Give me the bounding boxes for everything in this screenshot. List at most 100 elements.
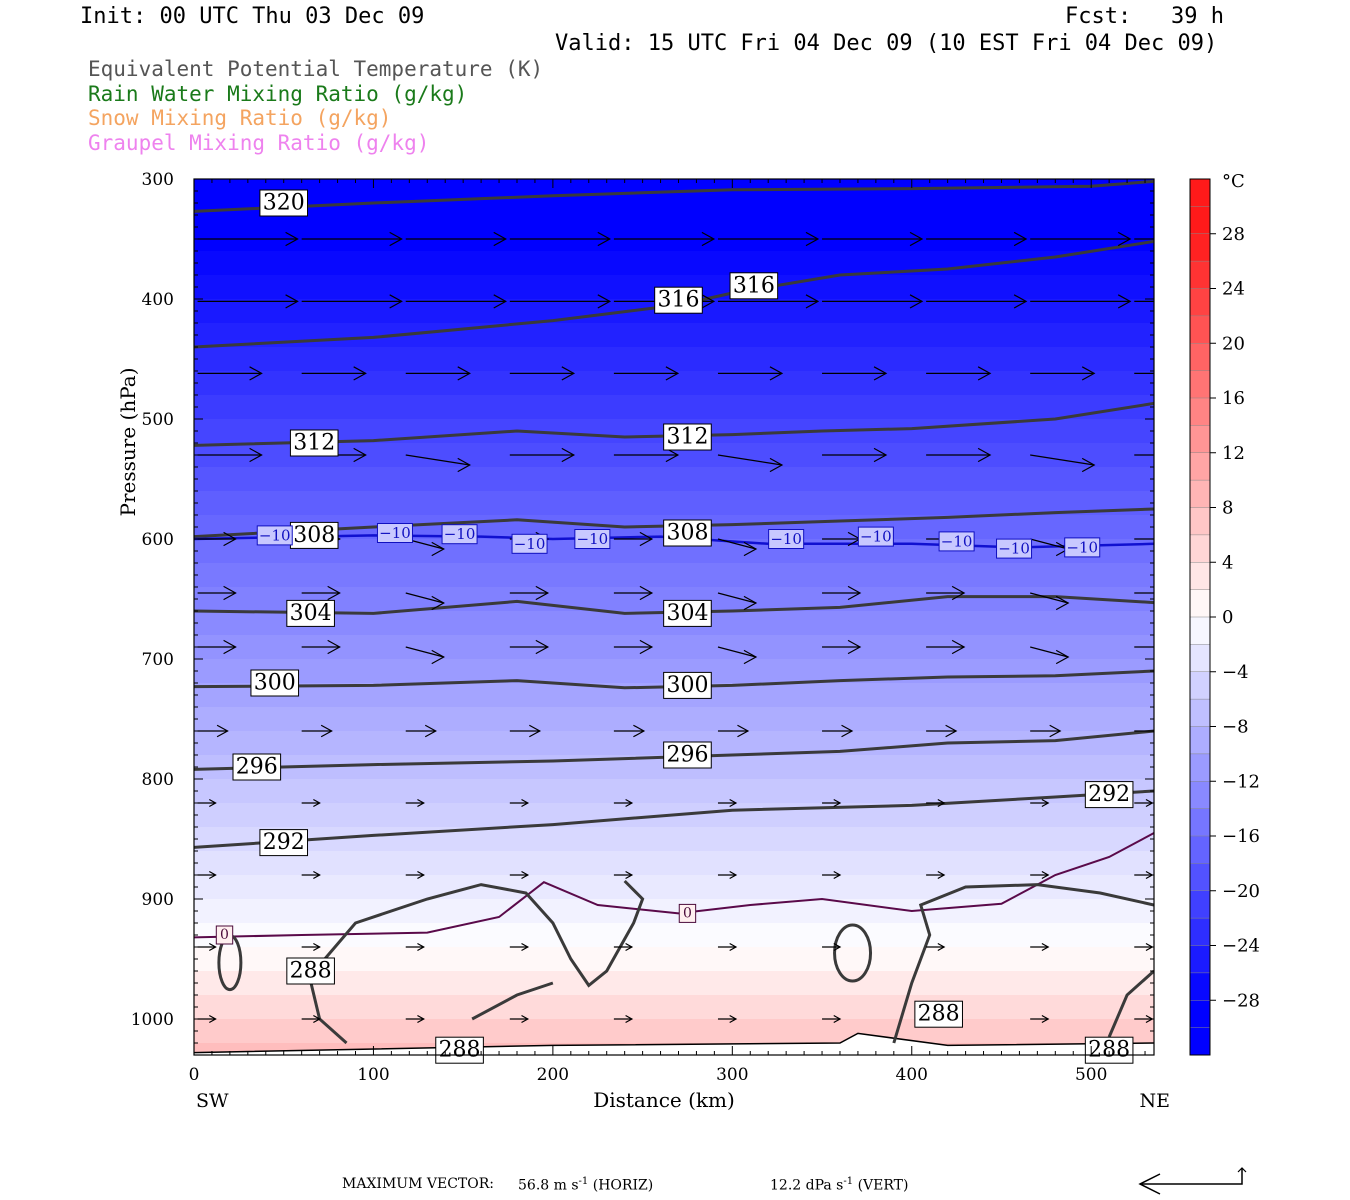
wind-vector [613, 231, 716, 247]
wind-vector [405, 454, 471, 473]
wind-vector [405, 366, 471, 381]
y-tick-label: 600 [142, 530, 174, 550]
temperature-band [194, 947, 1154, 972]
wind-vector [717, 592, 758, 611]
wind-vector [301, 585, 341, 601]
x-tick-label: 500 [1075, 1065, 1107, 1085]
wind-vector [197, 231, 299, 247]
svg-text:0: 0 [683, 905, 692, 921]
wind-vector [301, 1015, 321, 1023]
svg-text:−10: −10 [444, 525, 476, 543]
colorbar-segment [1190, 261, 1210, 289]
svg-text:288: 288 [290, 959, 332, 984]
svg-text:−10: −10 [770, 530, 802, 548]
colorbar-tick-label: 24 [1222, 279, 1245, 300]
wind-vector [717, 231, 820, 247]
colorbar-segment [1190, 507, 1210, 536]
legend-graupel: Graupel Mixing Ratio (g/kg) [88, 131, 430, 155]
wind-vector [301, 294, 403, 309]
theta-e-contour-308 [194, 507, 1154, 539]
wind-vector [613, 447, 680, 463]
colorbar-tick-label: −24 [1222, 936, 1260, 957]
wind-vector [1030, 294, 1132, 309]
colorbar-segment [1190, 452, 1210, 481]
wind-vector [509, 231, 612, 247]
wind-vector [1134, 454, 1154, 456]
colorbar-segment [1190, 918, 1210, 946]
wind-vector [509, 366, 576, 381]
wind-vector [405, 231, 507, 247]
wind-vector [197, 294, 299, 309]
wind-vector [301, 231, 403, 247]
terrain-mask [194, 1033, 1154, 1055]
wind-vector [613, 639, 654, 655]
max-vector-horiz: 56.8 m s-1 (HORIZ) [518, 1176, 654, 1194]
svg-text:316: 316 [657, 288, 699, 313]
wind-vector [926, 585, 966, 601]
theta-e-label: 288 [286, 957, 335, 985]
theta-e-label: 288 [435, 1036, 484, 1064]
colorbar-segment [1190, 534, 1210, 563]
wind-vector [509, 585, 550, 601]
colorbar-tick-label: 12 [1222, 443, 1245, 464]
svg-text:−10: −10 [860, 528, 892, 546]
wind-vector [717, 454, 784, 473]
colorbar-segment [1190, 179, 1210, 207]
colorbar-segment [1190, 343, 1210, 372]
wind-vector [301, 639, 341, 655]
theta-e-label: 312 [663, 423, 712, 451]
colorbar-tick-label: −12 [1222, 771, 1260, 792]
reference-vector-icon [1138, 1167, 1247, 1195]
colorbar-segment [1190, 972, 1210, 1001]
theta-e-label: 304 [286, 599, 335, 627]
theta-e-contour-288 [1107, 969, 1154, 1038]
temperature-band [194, 563, 1154, 588]
temperature-band [194, 491, 1154, 516]
wind-vector [1030, 646, 1070, 665]
svg-text:304: 304 [666, 601, 708, 626]
temperature-band [194, 371, 1154, 396]
wind-vector [1030, 724, 1062, 738]
theta-e-label: 296 [663, 741, 712, 769]
svg-text:308: 308 [293, 523, 335, 548]
x-tick-label: 300 [716, 1065, 748, 1085]
theta-e-label: 288 [914, 1000, 963, 1028]
colorbar-tick-label: 0 [1222, 607, 1233, 628]
theta-e-contour-300 [194, 669, 1154, 690]
svg-text:−10: −10 [998, 540, 1030, 558]
wind-vector [1030, 231, 1132, 247]
isotherm-label: −10 [1064, 537, 1101, 558]
wind-vector [405, 724, 437, 738]
wind-vector [822, 585, 862, 601]
theta-e-contour-288 [892, 883, 1154, 1044]
svg-text:316: 316 [733, 273, 775, 298]
colorbar-segment [1190, 480, 1210, 508]
y-tick-label: 400 [142, 290, 174, 310]
wind-vector [613, 531, 654, 547]
y-tick-label: 500 [142, 410, 174, 430]
max-vector-label: MAXIMUM VECTOR: [342, 1176, 494, 1192]
svg-text:320: 320 [263, 191, 305, 216]
isotherm-label: −10 [511, 533, 548, 554]
colorbar-segment [1190, 671, 1210, 700]
x-tick-label: 200 [537, 1065, 569, 1085]
wind-vector [509, 724, 542, 738]
x-tick-label: 400 [896, 1065, 928, 1085]
svg-text:−10: −10 [514, 535, 546, 553]
wind-vector [197, 447, 263, 463]
colorbar-segment [1190, 617, 1210, 645]
wind-vector [301, 366, 367, 381]
colorbar-unit: °C [1222, 171, 1245, 192]
svg-text:0: 0 [220, 927, 229, 943]
svg-text:304: 304 [290, 601, 332, 626]
wind-vector [717, 943, 738, 951]
theta-e-contour-312 [194, 401, 1154, 447]
colorbar-tick-label: 20 [1222, 333, 1245, 354]
svg-text:−10: −10 [1066, 538, 1098, 556]
wind-vector [613, 943, 634, 951]
wind-vector [509, 639, 550, 655]
plot-frame [193, 178, 1155, 1056]
isotherm-label: −10 [574, 529, 611, 549]
svg-text:−10: −10 [577, 530, 609, 548]
